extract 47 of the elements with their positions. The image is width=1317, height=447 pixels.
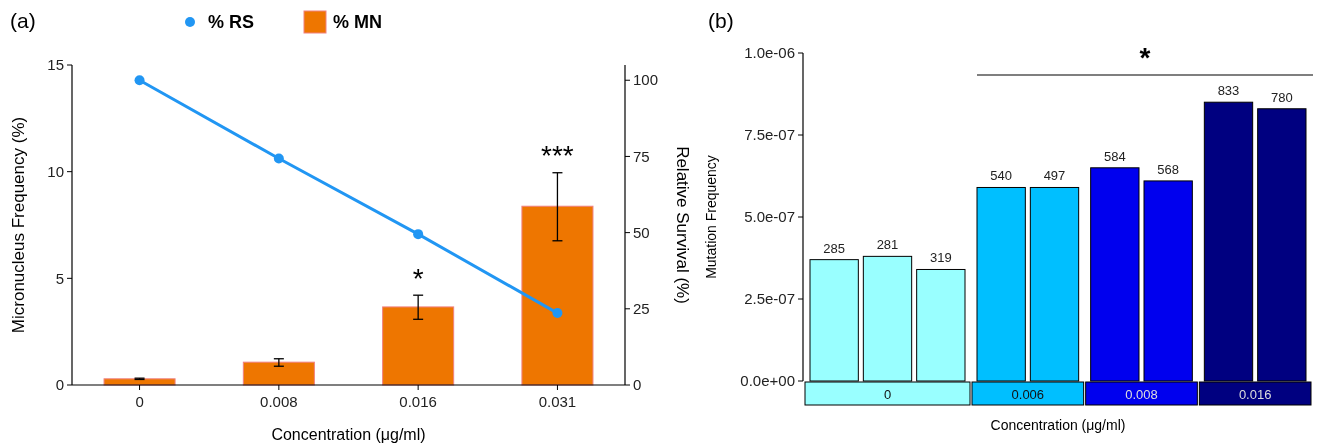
annotation: * bbox=[1139, 42, 1151, 73]
y2-tick-label: 100 bbox=[633, 71, 659, 89]
y2-tick-label: 75 bbox=[633, 147, 650, 165]
y-axis-title: Micronucleus Frequency (%) bbox=[9, 116, 28, 334]
y-tick-label: 15 bbox=[47, 56, 64, 74]
annotation: 497 bbox=[1043, 168, 1066, 184]
text: 0.006 bbox=[1011, 386, 1045, 402]
y-tick-label: 5 bbox=[55, 269, 64, 287]
annotation: 285 bbox=[823, 240, 846, 256]
x-tick-label: 0 bbox=[135, 393, 144, 410]
bar bbox=[242, 361, 315, 386]
point bbox=[134, 75, 145, 86]
y-tick-label: 10 bbox=[47, 162, 64, 180]
y-tick-label: 5.0e-07 bbox=[744, 208, 795, 226]
y-tick-label: 7.5e-07 bbox=[744, 126, 795, 144]
y2-tick-label: 0 bbox=[633, 376, 642, 394]
bar bbox=[382, 306, 455, 386]
x-tick-label: 0.031 bbox=[538, 393, 577, 410]
legend-label: % RS bbox=[208, 12, 255, 33]
annotation: 319 bbox=[929, 250, 952, 266]
point bbox=[273, 153, 284, 164]
annotation: *** bbox=[541, 140, 574, 172]
x-tick-label: 0.016 bbox=[399, 393, 437, 410]
annotation: 780 bbox=[1270, 89, 1293, 105]
y2-tick-label: 25 bbox=[633, 300, 650, 318]
y-axis-title: Mutation Frequency bbox=[703, 155, 719, 279]
annotation: 281 bbox=[876, 237, 899, 253]
point bbox=[413, 229, 424, 240]
annotation: 833 bbox=[1217, 83, 1240, 99]
bar bbox=[521, 205, 594, 386]
annotation: 568 bbox=[1157, 161, 1180, 177]
chart-title: (b) bbox=[708, 9, 734, 32]
y2-axis-title: Relative Survival (%) bbox=[673, 146, 692, 304]
annotation: 584 bbox=[1103, 148, 1126, 164]
y-tick-label: 0 bbox=[55, 376, 64, 394]
y-tick-label: 0.0e+00 bbox=[740, 372, 795, 390]
y-tick-label: 1.0e-06 bbox=[744, 44, 795, 62]
x-axis-title: Concentration (μg/ml) bbox=[990, 417, 1126, 433]
annotation: 540 bbox=[990, 168, 1013, 184]
annotation: * bbox=[412, 262, 424, 294]
y2-tick-label: 50 bbox=[633, 223, 650, 241]
y-tick-label: 2.5e-07 bbox=[744, 290, 795, 308]
point bbox=[552, 308, 563, 319]
x-tick-label: 0.008 bbox=[260, 393, 298, 410]
x-axis-title: Concentration (μg/ml) bbox=[271, 426, 426, 443]
legend-label: % MN bbox=[333, 12, 382, 33]
chart-title: (a) bbox=[10, 9, 36, 32]
